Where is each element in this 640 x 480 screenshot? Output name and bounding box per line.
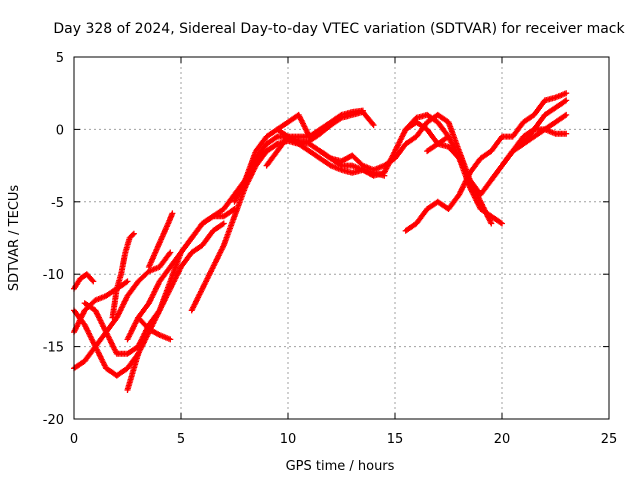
y-tick-label: -10 — [43, 268, 64, 283]
y-tick-label: -15 — [43, 341, 64, 356]
y-tick-label: 5 — [56, 51, 64, 66]
x-tick-label: 0 — [70, 432, 78, 447]
series-pass-15 — [274, 107, 366, 140]
series-pass-6 — [109, 230, 137, 321]
series-trace — [126, 222, 225, 391]
plus-markers — [274, 107, 366, 140]
series-pass-7 — [124, 220, 227, 393]
x-tick-label: 5 — [177, 432, 185, 447]
plus-markers — [466, 90, 570, 176]
plus-markers — [145, 210, 176, 270]
plus-markers — [124, 206, 238, 343]
plus-markers — [124, 220, 227, 393]
axis-ticks: 0 5 10 15 20 25 -20 -15 -10 -5 0 5 — [43, 51, 618, 447]
y-tick-label: 0 — [56, 123, 64, 138]
x-axis-label: GPS time / hours — [286, 459, 395, 474]
series-pass-18 — [402, 169, 473, 234]
plus-markers — [81, 133, 313, 357]
grid-lines — [74, 57, 609, 419]
plus-markers — [488, 111, 570, 184]
plot-frame — [73, 56, 610, 420]
x-tick-label: 10 — [280, 432, 297, 447]
x-tick-label: 20 — [494, 432, 511, 447]
series-pass-20 — [466, 90, 570, 176]
chart-title: Day 328 of 2024, Sidereal Day-to-day VTE… — [53, 21, 625, 37]
series-pass-5 — [81, 133, 313, 357]
series-pass-22 — [499, 126, 570, 169]
series-pass-9 — [135, 314, 174, 343]
series-pass-21 — [488, 111, 570, 184]
plus-markers — [402, 169, 473, 234]
x-tick-label: 15 — [387, 432, 404, 447]
plus-markers — [499, 126, 570, 169]
data-points — [71, 90, 570, 393]
series-pass-2 — [71, 307, 142, 379]
y-axis-label: SDTVAR / TECUs — [7, 185, 22, 292]
y-tick-label: -20 — [43, 413, 64, 428]
x-tick-label: 25 — [601, 432, 618, 447]
plus-markers — [109, 230, 137, 321]
plus-markers — [135, 314, 174, 343]
series-pass-10 — [145, 210, 176, 270]
series-trace — [84, 135, 310, 356]
y-tick-label: -5 — [51, 196, 64, 211]
series-pass-8 — [124, 206, 238, 343]
